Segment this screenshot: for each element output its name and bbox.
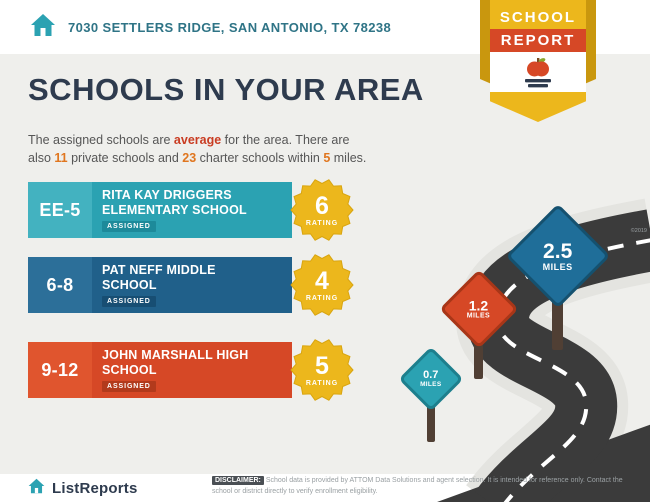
rating-number: 5 <box>315 351 329 380</box>
distance-value: 1.2 <box>469 297 489 314</box>
school-row-middle: 6-8 PAT NEFF MIDDLE SCHOOL ASSIGNED 4 RA… <box>28 254 354 316</box>
grade-range: EE-5 <box>28 182 92 238</box>
page-title: SCHOOLS IN YOUR AREA <box>28 72 424 107</box>
distance-value: 0.7 <box>423 369 439 381</box>
rating-label: RATING <box>305 219 339 227</box>
distance-value: 2.5 <box>543 239 573 263</box>
intro-text: The assigned schools are average for the… <box>28 131 372 167</box>
assigned-badge: ASSIGNED <box>102 295 156 307</box>
school-row-high: 9-12 JOHN MARSHALL HIGH SCHOOL ASSIGNED … <box>28 339 354 401</box>
copyright-note: ©2019 <box>630 228 647 234</box>
intro-highlight-average: average <box>173 132 222 147</box>
intro-part: charter schools within <box>196 150 324 165</box>
ribbon-line2: REPORT <box>490 29 586 52</box>
sign-post <box>552 288 563 350</box>
rating-label: RATING <box>305 379 339 387</box>
assigned-badge: ASSIGNED <box>102 380 156 392</box>
grade-range: 6-8 <box>28 257 92 313</box>
intro-part: for the area. There are also <box>28 132 350 165</box>
distance-unit: MILES <box>420 381 442 388</box>
intro-part: The assigned schools are <box>28 132 174 147</box>
rating-value-box: 4 RATING <box>290 253 354 317</box>
assigned-badge: ASSIGNED <box>102 220 156 232</box>
school-name: JOHN MARSHALL HIGH SCHOOL <box>102 348 249 377</box>
disclaimer-body: School data is provided by ATTOM Data So… <box>212 477 623 496</box>
listreports-house-icon <box>28 478 45 499</box>
road-graphic <box>437 198 650 502</box>
intro-part: private schools and <box>67 150 183 165</box>
rating-burst: 4 RATING <box>290 253 354 317</box>
rating-number: 4 <box>315 266 329 295</box>
rating-value-box: 5 RATING <box>290 338 354 402</box>
rating-value-box: 6 RATING <box>290 178 354 242</box>
rating-number: 6 <box>315 191 329 220</box>
rating-burst: 6 RATING <box>290 178 354 242</box>
rating-burst: 5 RATING <box>290 338 354 402</box>
school-name: RITA KAY DRIGGERS ELEMENTARY SCHOOL <box>102 188 247 217</box>
listreports-logo: ListReports <box>52 479 138 497</box>
intro-highlight-miles: 5 <box>323 150 331 165</box>
intro-highlight-private-count: 11 <box>54 150 68 165</box>
property-address: 7030 SETTLERS RIDGE, SAN ANTONIO, TX 782… <box>68 19 392 35</box>
house-icon <box>30 13 56 42</box>
school-row-elementary: EE-5 RITA KAY DRIGGERS ELEMENTARY SCHOOL… <box>28 179 354 241</box>
apple-books-icon <box>490 52 586 92</box>
ribbon-front: SCHOOL REPORT <box>490 0 586 122</box>
disclaimer-text: DISCLAIMER: School data is provided by A… <box>212 476 640 498</box>
sign-post <box>474 335 483 379</box>
school-info: JOHN MARSHALL HIGH SCHOOL ASSIGNED <box>92 342 292 398</box>
sign-post <box>427 400 435 442</box>
intro-highlight-charter-count: 23 <box>182 150 197 165</box>
school-info: RITA KAY DRIGGERS ELEMENTARY SCHOOL ASSI… <box>92 182 292 238</box>
distance-unit: MILES <box>542 261 574 272</box>
intro-part: miles. <box>330 150 367 165</box>
school-report-ribbon: SCHOOL REPORT <box>480 0 596 122</box>
school-info: PAT NEFF MIDDLE SCHOOL ASSIGNED <box>92 257 292 313</box>
distance-unit: MILES <box>467 312 491 320</box>
ribbon-line1: SCHOOL <box>499 9 577 26</box>
disclaimer-label: DISCLAIMER: <box>212 476 264 486</box>
grade-range: 9-12 <box>28 342 92 398</box>
school-name: PAT NEFF MIDDLE SCHOOL <box>102 263 216 292</box>
rating-label: RATING <box>305 294 339 302</box>
